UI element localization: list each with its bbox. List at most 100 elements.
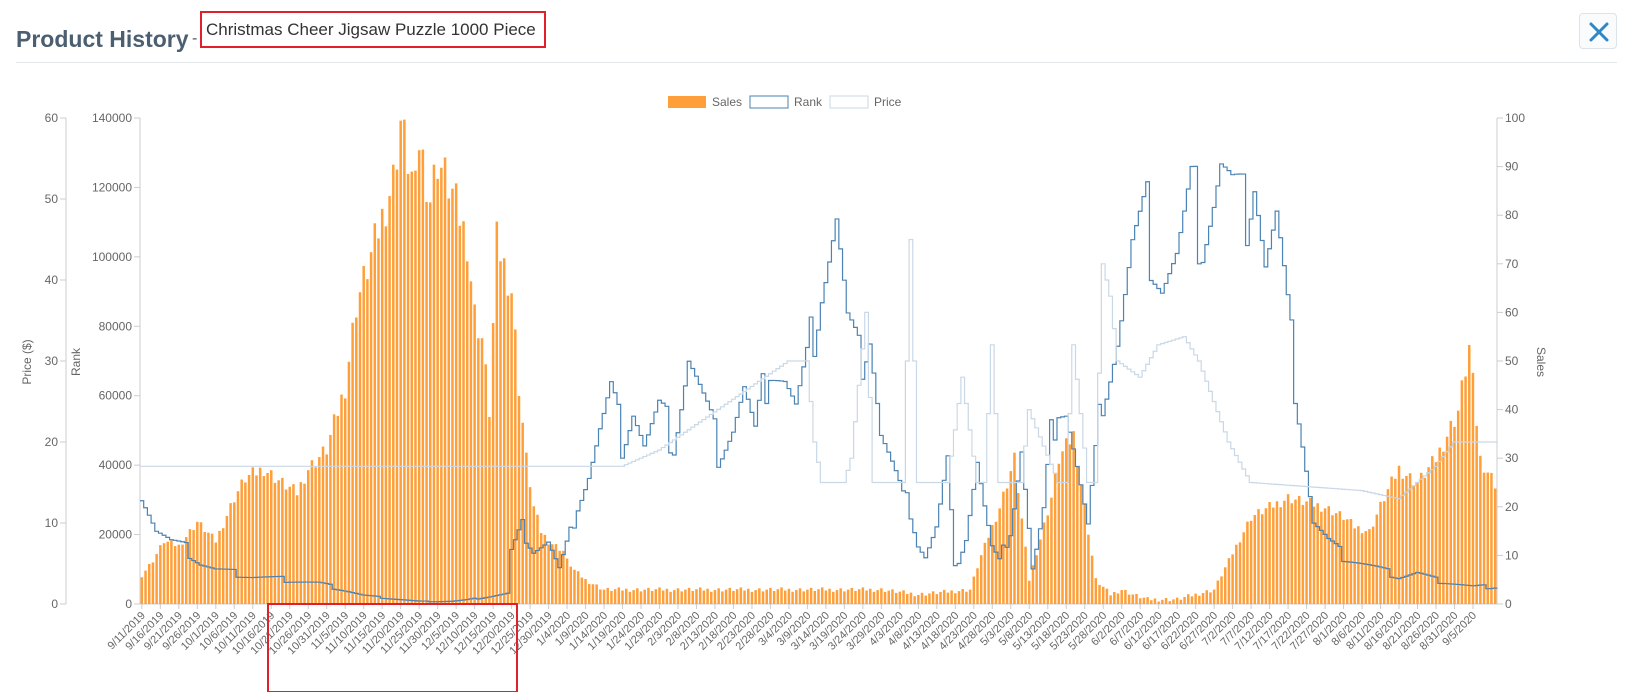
sales-bar [1408,473,1412,604]
sales-bar [506,295,510,604]
sales-bar [706,588,709,604]
sales-bar [454,183,458,604]
sales-tick-label: 50 [1505,354,1519,368]
sales-bar [1316,503,1319,604]
sales-bar [817,589,820,604]
sales-bar [1020,518,1024,604]
sales-bar [432,164,436,604]
sales-bar [591,584,595,604]
sales-tick-label: 10 [1505,548,1519,562]
sales-bar [835,590,839,604]
sales-bar [1220,576,1223,604]
sales-bar [1253,515,1257,604]
sales-bar [787,588,791,604]
sales-bar [240,479,243,604]
sales-bar [1179,599,1183,604]
sales-bar [1279,507,1282,604]
sales-bar [1046,515,1049,604]
sales-bar [480,338,484,604]
sales-bar [495,221,499,604]
sales-bar [713,590,717,604]
sales-bar [377,238,380,604]
sales-bar [894,592,898,604]
sales-bar [362,265,365,604]
sales-bar [869,588,872,604]
sales-bar [517,396,521,604]
sales-bar [636,588,639,604]
sales-bar [1198,595,1201,604]
sales-bar [1301,504,1305,604]
sales-bar [1331,515,1334,604]
sales-bar [843,591,846,604]
rank-tick-label: 20000 [99,528,133,542]
sales-bar [277,480,280,604]
sales-tick-label: 60 [1505,305,1519,319]
sales-bar [1390,476,1393,604]
sales-bar [765,589,768,604]
sales-tick-label: 20 [1505,500,1519,514]
sales-bar [650,590,654,604]
close-button[interactable] [1579,13,1617,49]
sales-bar [1057,463,1061,604]
sales-bar [883,591,887,604]
sales-bar [147,564,151,604]
sales-bar [528,487,532,604]
sales-bar [399,120,402,604]
sales-bar [1150,600,1153,604]
sales-bar [1294,499,1297,604]
sales-bar [676,588,680,604]
sales-bar [1312,506,1316,604]
sales-bar [761,591,765,604]
sales-bar [284,489,288,604]
sales-bar [1357,526,1360,604]
sales-bar [920,592,924,604]
legend-item-rank[interactable]: Rank [749,95,823,109]
sales-bar [403,119,406,605]
sales-bar [846,589,850,604]
sales-bar [665,588,669,604]
sales-bar [395,169,399,604]
sales-bar [373,223,377,604]
sales-bar [680,591,683,604]
sales-bar [724,589,728,604]
sales-bar [983,542,987,604]
sales-bar [798,588,802,604]
sales-bar [569,566,573,604]
sales-bar [543,534,547,604]
sales-bar [392,164,395,604]
sales-bar [388,196,391,604]
sales-axis-ticks: 0 10 20 30 40 50 60 70 80 90 100 [1497,111,1525,611]
sales-axis-title: Sales [1534,347,1548,377]
sales-bar [281,477,284,604]
sales-bar [1442,451,1445,604]
sales-bar [961,589,964,604]
price-line [140,238,1497,500]
sales-bar [1120,590,1123,604]
sales-bar [229,503,232,604]
sales-bar [813,590,817,604]
sales-bar [865,590,868,604]
sales-bar [721,591,724,604]
sales-bar [314,467,317,604]
sales-tick-label: 70 [1505,257,1519,271]
sales-bar [166,541,169,604]
sales-bar [558,550,561,604]
legend-item-sales[interactable]: Sales [668,95,742,109]
sales-bar [658,587,661,604]
sales-bar [1175,597,1179,604]
sales-bar [935,594,939,604]
sales-bar [258,467,262,604]
sales-bar [1113,591,1116,604]
sales-bar [1490,472,1493,604]
legend-item-price[interactable]: Price [829,95,902,109]
sales-bar [728,587,732,604]
sales-bar [140,577,144,604]
sales-bar [809,587,813,604]
sales-bar [780,587,783,604]
sales-bar [913,596,916,604]
sales-bar [695,589,698,604]
sales-bar [343,398,347,604]
sales-bar [151,562,155,604]
sales-bar [218,530,221,604]
sales-bar [1042,522,1046,604]
